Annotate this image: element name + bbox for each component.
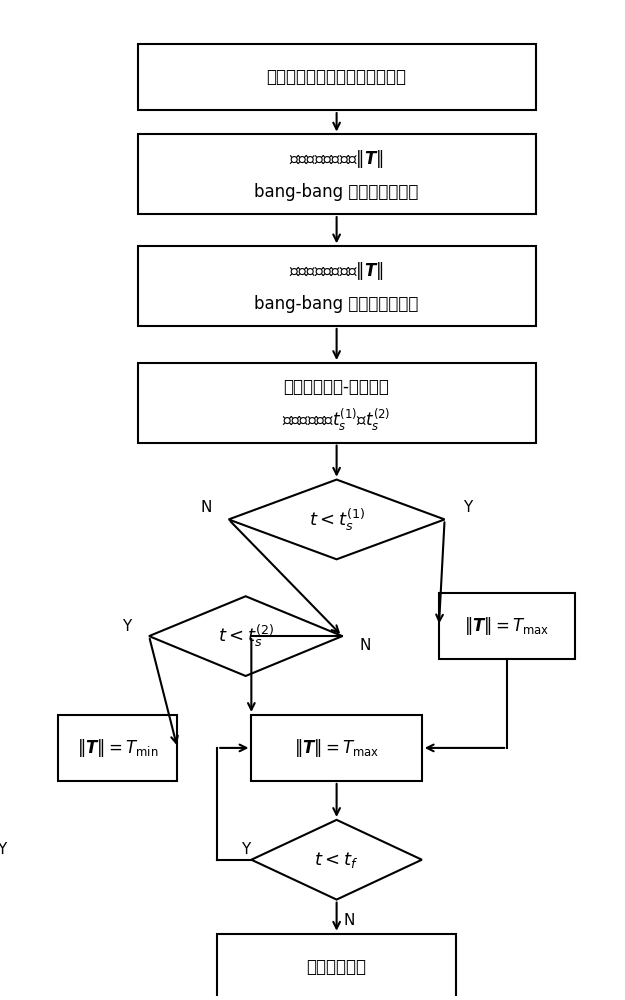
Text: bang-bang 形式的切换次数: bang-bang 形式的切换次数 [254,183,419,201]
Text: N: N [343,913,355,928]
Text: bang-bang 形式的切换序列: bang-bang 形式的切换序列 [254,295,419,313]
Text: $\|\boldsymbol{T}\|=T_{\mathrm{max}}$: $\|\boldsymbol{T}\|=T_{\mathrm{max}}$ [464,615,550,637]
Text: 基于数值预测-校正策略: 基于数值预测-校正策略 [284,378,389,396]
Bar [217,934,456,1000]
Bar [138,246,536,326]
Polygon shape [149,596,342,676]
Text: $t < t_s^{(1)}$: $t < t_s^{(1)}$ [309,506,365,533]
Text: $t < t_s^{(2)}$: $t < t_s^{(2)}$ [217,623,274,649]
Bar [138,363,536,443]
Text: N: N [359,638,371,653]
Text: 确定燃耗最优条件下的控制形式: 确定燃耗最优条件下的控制形式 [267,68,407,86]
Text: 搜索切换时刻$t_s^{(1)}$和$t_s^{(2)}$: 搜索切换时刻$t_s^{(1)}$和$t_s^{(2)}$ [282,407,391,433]
Bar [138,44,536,110]
Text: $\|\boldsymbol{T}\|=T_{\mathrm{max}}$: $\|\boldsymbol{T}\|=T_{\mathrm{max}}$ [294,737,379,759]
Text: $t < t_f$: $t < t_f$ [314,850,359,870]
Text: 确定控制推力幅值$\|\boldsymbol{T}\|$: 确定控制推力幅值$\|\boldsymbol{T}\|$ [289,260,384,282]
Polygon shape [229,480,444,559]
Text: Y: Y [462,500,472,515]
Text: N: N [200,500,211,515]
Bar [251,715,422,781]
Bar [138,134,536,214]
Text: Y: Y [0,842,6,857]
Text: 确定控制推力幅值$\|\boldsymbol{T}\|$: 确定控制推力幅值$\|\boldsymbol{T}\|$ [289,148,384,170]
Text: Y: Y [241,842,250,857]
Polygon shape [251,820,422,900]
Text: Y: Y [122,619,131,634]
Bar [439,593,576,659]
Text: $\|\boldsymbol{T}\|=T_{\mathrm{min}}$: $\|\boldsymbol{T}\|=T_{\mathrm{min}}$ [77,737,159,759]
Text: 着陆过程结束: 着陆过程结束 [307,958,367,976]
Bar [58,715,178,781]
